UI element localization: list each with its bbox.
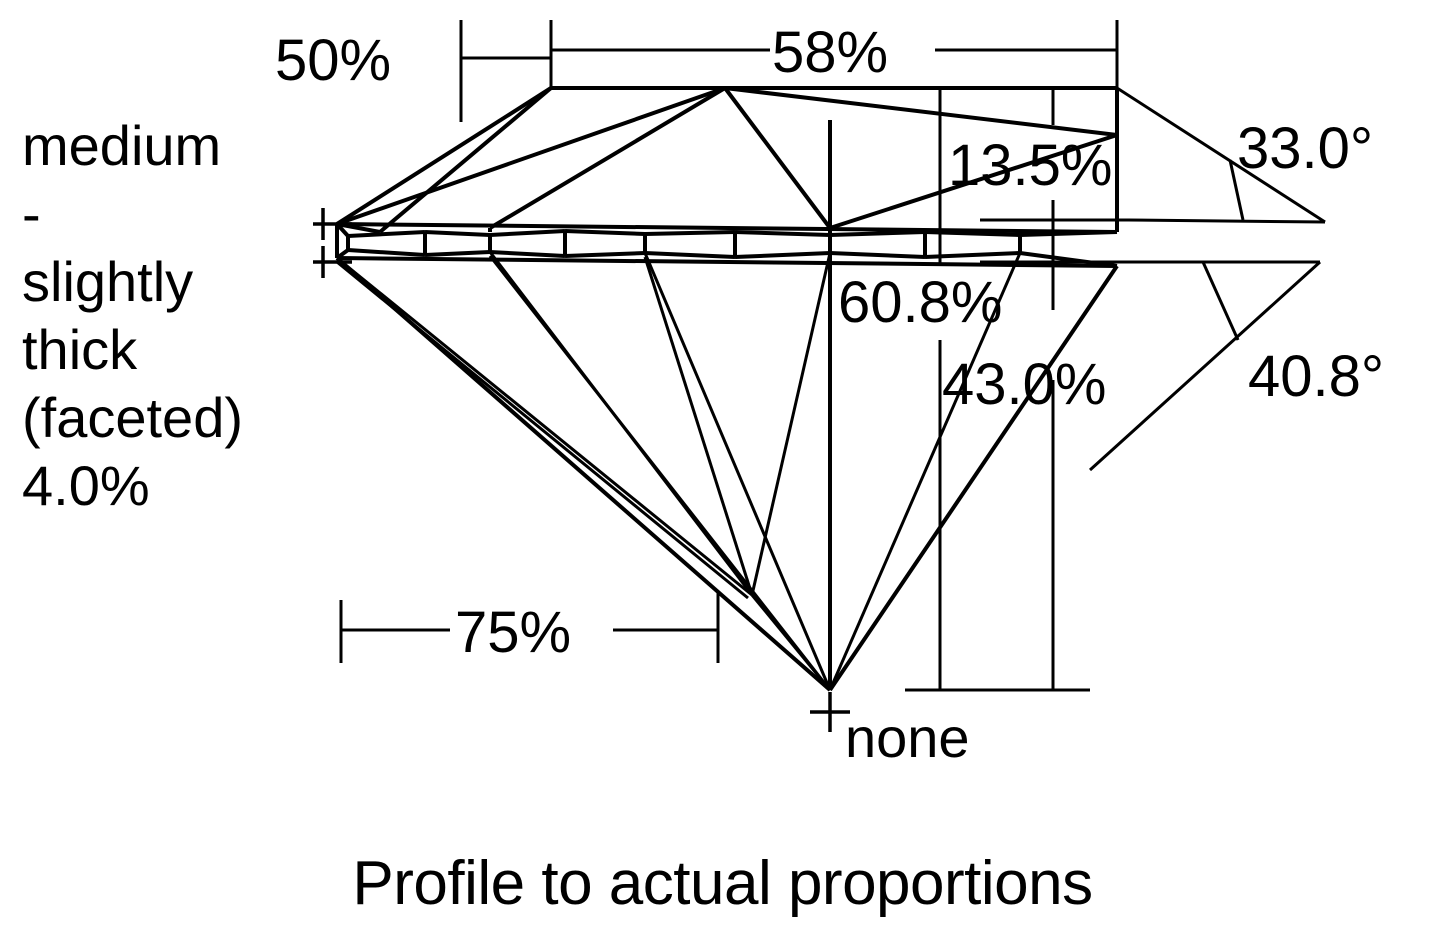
pavilion-angle-indicator — [1088, 260, 1322, 472]
girdle-band — [335, 222, 1118, 268]
girdle-description-block: medium - slightly thick (faceted) 4.0% — [22, 112, 342, 520]
total-depth-dimension — [905, 86, 1090, 692]
crown-facets — [335, 86, 1119, 234]
diagram-caption: Profile to actual proportions — [352, 849, 1093, 918]
star-length-dimension — [459, 20, 553, 122]
total-depth-label: 60.8% — [838, 270, 1002, 335]
girdle-desc-line-1: medium — [22, 114, 222, 177]
culet-marker — [810, 692, 850, 732]
crown-pavilion-dimension — [980, 88, 1128, 690]
girdle-desc-line-5: (faceted) — [22, 386, 243, 449]
girdle-thickness-ticks — [313, 208, 352, 278]
lower-half-label: 75% — [455, 600, 571, 665]
table-percent-label: 58% — [772, 20, 888, 85]
crown-angle-label: 33.0° — [1237, 116, 1373, 181]
crown-height-label: 13.5% — [948, 133, 1112, 198]
pavilion-depth-label: 43.0% — [942, 352, 1106, 417]
star-length-label: 50% — [275, 28, 391, 93]
table-width-dimension — [551, 20, 1119, 88]
girdle-desc-line-3: slightly — [22, 250, 194, 313]
girdle-desc-line-2: - — [22, 182, 41, 245]
girdle-desc-line-6: 4.0% — [22, 454, 150, 517]
girdle-desc-line-4: thick — [22, 318, 138, 381]
lower-half-dimension — [339, 592, 720, 663]
crown-angle-indicator — [1116, 86, 1326, 224]
culet-label: none — [845, 706, 970, 769]
pavilion-angle-label: 40.8° — [1248, 344, 1384, 409]
